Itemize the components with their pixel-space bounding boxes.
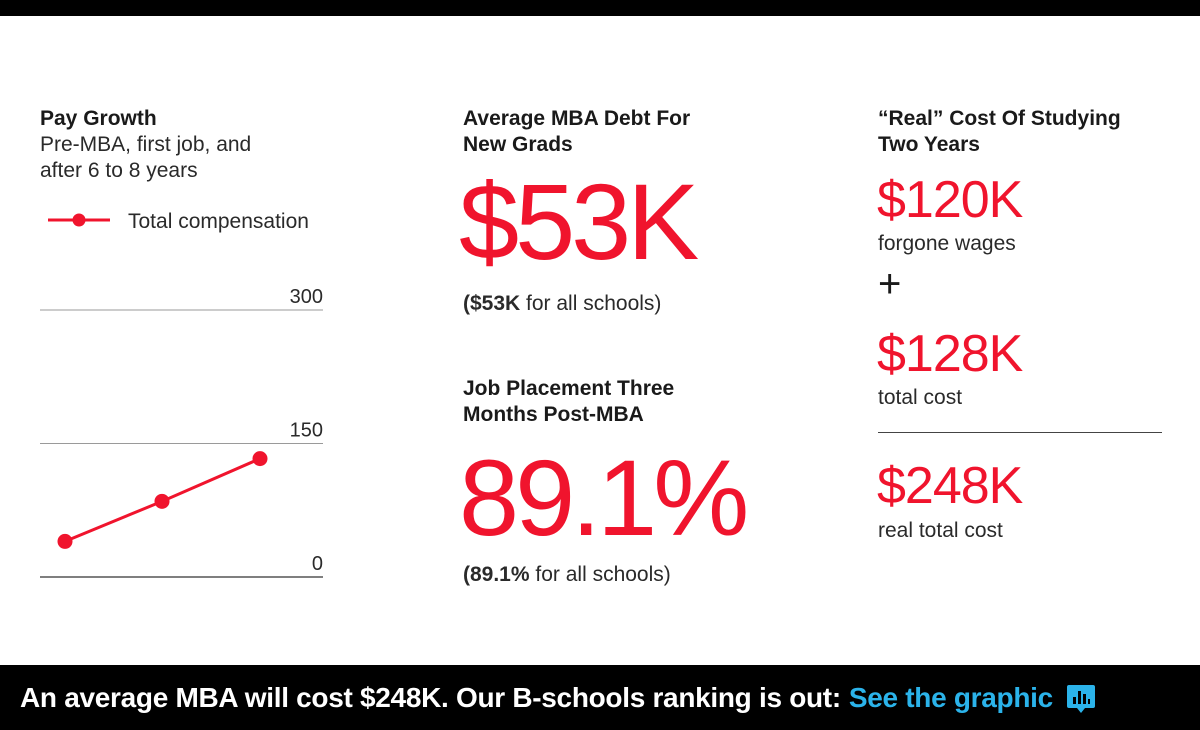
pay-growth-chart: Total compensation 0 150 300 bbox=[40, 210, 323, 578]
placement-note-bold: (89.1% bbox=[463, 563, 530, 586]
total-cost-label: total cost bbox=[878, 386, 963, 409]
placement-title-line1: Job Placement Three bbox=[463, 377, 675, 400]
pay-growth-subtitle-line1: Pre-MBA, first job, and bbox=[40, 133, 252, 156]
legend-label: Total compensation bbox=[128, 210, 309, 233]
debt-note-rest: for all schools) bbox=[520, 292, 662, 315]
chart-badge-icon[interactable] bbox=[1065, 682, 1097, 714]
y-tick-label-150: 150 bbox=[290, 420, 323, 442]
y-tick-label-0: 0 bbox=[312, 553, 323, 575]
legend: Total compensation bbox=[48, 210, 309, 233]
debt-title-line2: New Grads bbox=[463, 133, 573, 156]
pay-growth-subtitle-line2: after 6 to 8 years bbox=[40, 159, 198, 182]
plot-area: 0 150 300 bbox=[40, 286, 323, 578]
placement-note: (89.1% for all schools) bbox=[463, 563, 671, 587]
real-total-label: real total cost bbox=[878, 519, 1003, 542]
real-cost-title-line2: Two Years bbox=[878, 133, 980, 156]
see-graphic-link[interactable]: See the graphic bbox=[848, 681, 1053, 713]
debt-note-bold: ($53K bbox=[463, 292, 521, 315]
debt-title-line1: Average MBA Debt For bbox=[463, 107, 691, 130]
footer-text: An average MBA will cost $248K. Our B-sc… bbox=[20, 681, 841, 713]
placement-note-rest: for all schools) bbox=[529, 563, 671, 586]
footer-banner: An average MBA will cost $248K. Our B-sc… bbox=[0, 665, 1200, 730]
placement-title-line2: Months Post-MBA bbox=[463, 403, 644, 426]
real-total-value: $248K bbox=[877, 457, 1023, 515]
top-bar bbox=[0, 0, 1200, 16]
real-cost-title-line1: “Real” Cost Of Studying bbox=[878, 107, 1121, 130]
placement-value: 89.1% bbox=[459, 437, 749, 558]
data-point-2 bbox=[252, 451, 268, 467]
data-point-1 bbox=[154, 493, 170, 509]
pay-growth-title: Pay Growth bbox=[40, 107, 157, 130]
data-point-0 bbox=[57, 533, 73, 549]
debt-note: ($53K for all schools) bbox=[463, 292, 661, 316]
legend-marker bbox=[72, 213, 86, 227]
forgone-label: forgone wages bbox=[878, 232, 1016, 255]
total-cost-value: $128K bbox=[877, 325, 1023, 383]
debt-value: $53K bbox=[459, 161, 699, 282]
y-tick-label-300: 300 bbox=[290, 286, 323, 308]
plus-sign: + bbox=[878, 262, 902, 306]
sum-divider bbox=[878, 432, 1162, 433]
forgone-value: $120K bbox=[877, 171, 1023, 229]
